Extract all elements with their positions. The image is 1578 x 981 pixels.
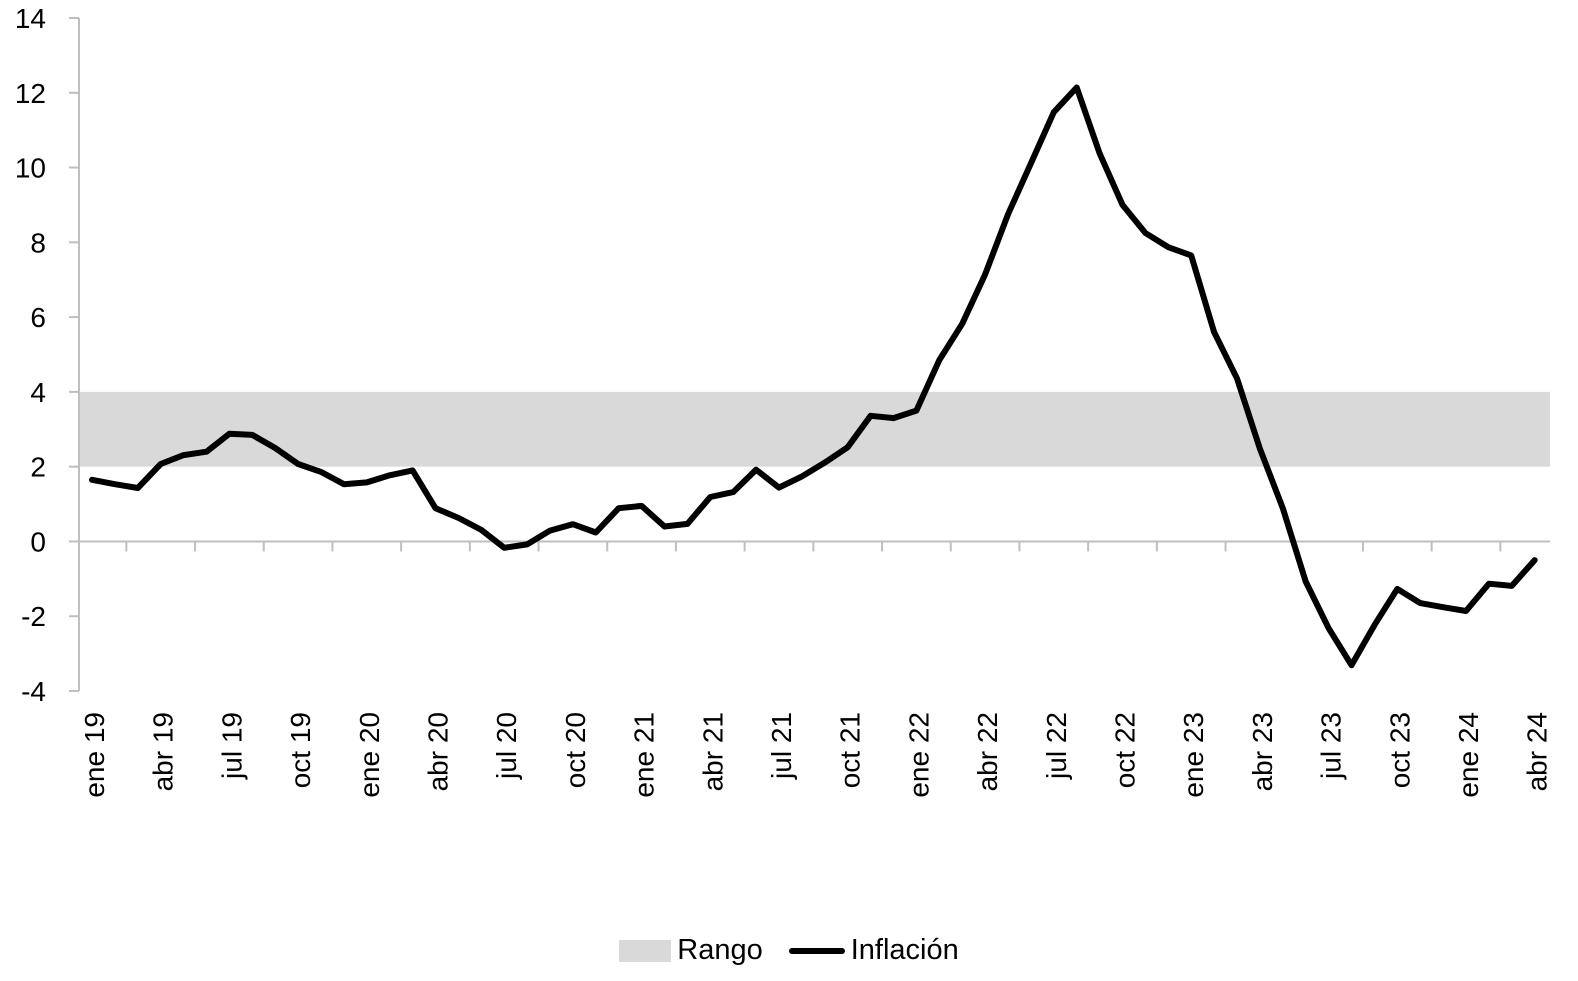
y-tick-label: 12 <box>15 78 46 109</box>
x-tick-label: oct 21 <box>835 712 866 788</box>
inflation-series-line <box>89 84 1538 669</box>
x-tick-label: abr 19 <box>148 712 179 791</box>
y-tick-labels: -4 -2 0 2 4 6 8 10 12 14 <box>15 3 46 707</box>
y-tick-label: 4 <box>30 377 46 408</box>
y-tick-label: 2 <box>30 452 46 483</box>
y-tick-label: -2 <box>21 601 46 632</box>
inflation-chart: -4 -2 0 2 4 6 8 10 12 14 ene 19 abr 19 jul 19 oct 19… <box>15 3 1553 798</box>
x-tick-label: oct 19 <box>285 712 316 788</box>
x-tick-label: ene 23 <box>1178 712 1209 798</box>
x-tick-label: oct 23 <box>1384 712 1415 788</box>
y-tick-label: -4 <box>21 676 46 707</box>
x-tick-label: jul 22 <box>1041 712 1072 780</box>
x-tick-label: oct 22 <box>1110 712 1141 788</box>
y-tick-label: 10 <box>15 153 46 184</box>
target-range-band-layer <box>80 391 1550 467</box>
y-tick-label: 6 <box>30 302 46 333</box>
x-tick-label: jul 19 <box>216 712 247 780</box>
y-tick-label: 14 <box>15 3 46 34</box>
inflation-line-layer <box>89 84 1538 669</box>
x-tick-label: jul 21 <box>766 712 797 780</box>
legend-label-rango: Rango <box>677 934 763 966</box>
y-tick-label: 0 <box>30 526 46 557</box>
legend-item-inflacion: Inflación <box>788 934 959 967</box>
target-range-band <box>80 391 1550 467</box>
x-tick-labels: ene 19 abr 19 jul 19 oct 19 ene 20 abr 20 jul … <box>79 712 1553 798</box>
axes-layer <box>69 17 1550 692</box>
legend-swatch-inflacion <box>788 947 845 954</box>
legend-swatch-rango <box>619 939 672 962</box>
x-tick-label: abr 20 <box>423 712 454 791</box>
legend-item-rango: Rango <box>619 934 763 967</box>
y-tick-label: 8 <box>30 227 46 258</box>
x-tick-label: ene 19 <box>79 712 110 798</box>
legend: Rango Inflación <box>0 934 1578 967</box>
x-tick-label: abr 24 <box>1522 712 1553 791</box>
x-tick-label: jul 23 <box>1316 712 1347 780</box>
x-tick-label: oct 20 <box>560 712 591 788</box>
x-tick-label: ene 24 <box>1453 712 1484 798</box>
x-tick-label: ene 22 <box>903 712 934 798</box>
x-tick-label: abr 22 <box>972 712 1003 791</box>
x-tick-label: abr 23 <box>1247 712 1278 791</box>
x-tick-label: ene 20 <box>354 712 385 798</box>
x-tick-label: jul 20 <box>491 712 522 780</box>
legend-label-inflacion: Inflación <box>850 934 959 966</box>
x-tick-label: abr 21 <box>697 712 728 791</box>
x-tick-label: ene 21 <box>629 712 660 798</box>
